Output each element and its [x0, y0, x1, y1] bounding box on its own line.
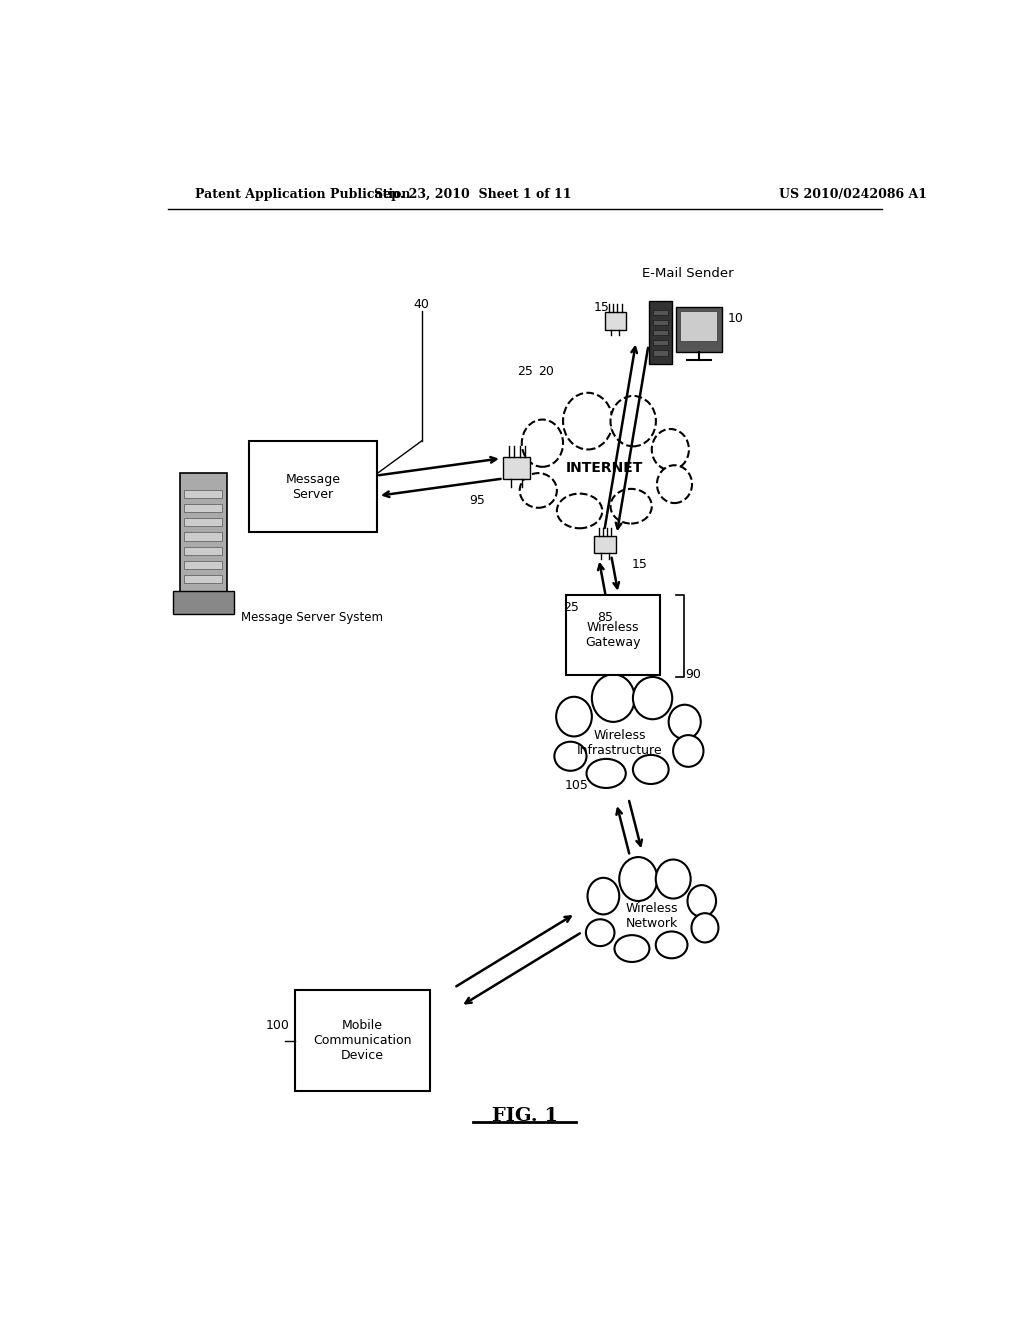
FancyBboxPatch shape [594, 536, 615, 553]
Ellipse shape [620, 857, 657, 902]
FancyBboxPatch shape [184, 532, 222, 541]
FancyBboxPatch shape [652, 341, 669, 346]
Ellipse shape [614, 935, 649, 962]
Text: 105: 105 [564, 779, 589, 792]
Text: Message
Server: Message Server [286, 473, 340, 500]
Ellipse shape [651, 429, 689, 470]
Ellipse shape [610, 488, 651, 524]
FancyBboxPatch shape [179, 474, 227, 594]
Ellipse shape [522, 420, 563, 467]
Text: US 2010/0242086 A1: US 2010/0242086 A1 [778, 189, 927, 202]
Text: 15: 15 [594, 301, 609, 314]
Ellipse shape [588, 878, 620, 915]
Text: Wireless
Network: Wireless Network [626, 902, 678, 929]
FancyBboxPatch shape [566, 595, 659, 675]
Text: E-Mail Sender: E-Mail Sender [642, 268, 733, 280]
Text: Message Server System: Message Server System [241, 611, 383, 624]
FancyBboxPatch shape [184, 546, 222, 554]
Text: 15: 15 [632, 558, 648, 572]
Text: 90: 90 [685, 668, 701, 681]
Ellipse shape [557, 494, 602, 528]
Ellipse shape [523, 425, 678, 512]
Ellipse shape [691, 913, 719, 942]
FancyBboxPatch shape [503, 458, 530, 479]
FancyBboxPatch shape [249, 441, 377, 532]
Text: FIG. 1: FIG. 1 [492, 1107, 558, 1125]
FancyBboxPatch shape [184, 576, 222, 583]
Text: INTERNET: INTERNET [565, 462, 643, 475]
Ellipse shape [592, 675, 635, 722]
Ellipse shape [673, 735, 703, 767]
Ellipse shape [633, 677, 672, 719]
FancyBboxPatch shape [173, 591, 233, 614]
Text: 25: 25 [517, 366, 532, 379]
FancyBboxPatch shape [652, 330, 669, 335]
FancyBboxPatch shape [680, 312, 717, 342]
FancyBboxPatch shape [605, 313, 626, 330]
Ellipse shape [557, 701, 691, 774]
FancyBboxPatch shape [184, 561, 222, 569]
Ellipse shape [586, 919, 614, 946]
Text: 20: 20 [539, 366, 554, 379]
Text: 25: 25 [563, 601, 579, 614]
FancyBboxPatch shape [652, 319, 669, 325]
Ellipse shape [563, 393, 612, 450]
Text: 10: 10 [728, 313, 743, 326]
FancyBboxPatch shape [676, 306, 722, 351]
Text: Wireless
Gateway: Wireless Gateway [585, 622, 641, 649]
Text: Sep. 23, 2010  Sheet 1 of 11: Sep. 23, 2010 Sheet 1 of 11 [375, 189, 572, 202]
Text: 40: 40 [414, 298, 430, 312]
Ellipse shape [554, 742, 587, 771]
Text: 95: 95 [469, 495, 485, 507]
Ellipse shape [687, 886, 716, 917]
Text: Mobile
Communication
Device: Mobile Communication Device [313, 1019, 412, 1063]
Text: Patent Application Publication: Patent Application Publication [196, 189, 411, 202]
Ellipse shape [655, 859, 690, 899]
Ellipse shape [655, 932, 687, 958]
FancyBboxPatch shape [295, 990, 430, 1092]
Ellipse shape [669, 705, 700, 739]
Ellipse shape [588, 882, 708, 949]
Ellipse shape [610, 396, 656, 446]
Ellipse shape [587, 759, 626, 788]
Text: Wireless
Infrastructure: Wireless Infrastructure [578, 729, 663, 756]
Text: 85: 85 [597, 611, 613, 624]
Ellipse shape [520, 473, 557, 508]
Ellipse shape [657, 465, 692, 503]
Ellipse shape [556, 697, 592, 737]
FancyBboxPatch shape [184, 519, 222, 527]
FancyBboxPatch shape [652, 310, 669, 315]
FancyBboxPatch shape [649, 301, 672, 364]
FancyBboxPatch shape [184, 490, 222, 498]
Text: 100: 100 [265, 1019, 289, 1032]
FancyBboxPatch shape [184, 504, 222, 512]
Ellipse shape [633, 755, 669, 784]
FancyBboxPatch shape [652, 351, 669, 355]
